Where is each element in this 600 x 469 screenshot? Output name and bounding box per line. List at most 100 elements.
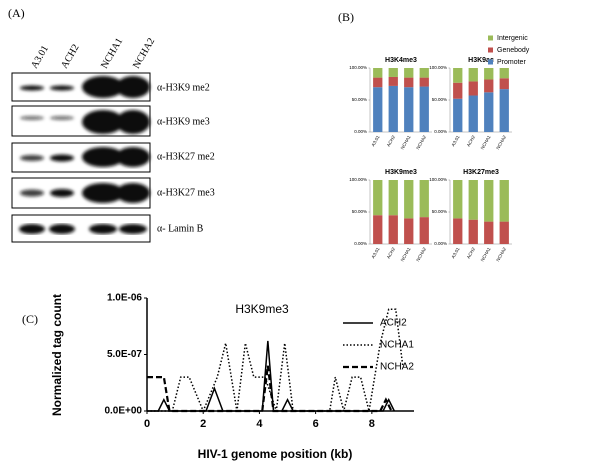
bar-segment [373,180,383,216]
bar-segment [499,68,509,79]
x-tick-label: ACH2 [466,246,477,259]
x-tick-label: NCHA2 [495,246,507,262]
bar-segment [404,180,414,219]
facet-title: H3K27me3 [463,169,499,176]
bar-segment [373,87,383,132]
antibody-label: α-H3K9 me2 [157,82,210,93]
bar-segment [419,77,429,87]
x-tick-label: NCHA1 [480,246,492,262]
chart-title: H3K9me3 [235,302,289,316]
x-tick-label: NCHA1 [400,134,412,150]
bar-segment [419,68,429,78]
bar-segment [484,180,494,222]
bar-segment [453,82,463,99]
lane-label: ACH2 [59,43,82,71]
bar-segment [388,68,398,77]
bar-segment [419,86,429,132]
legend-swatch [488,47,493,53]
x-tick-label: A3.01 [450,246,460,259]
x-tick-label: A3.01 [370,246,380,259]
x-tick-label: 4 [256,418,263,430]
bar-segment [404,87,414,132]
antibody-labels: α-H3K9 me2 α-H3K9 me3 α-H3K27 me2 α-H3K2… [157,82,215,234]
panel-label: (C) [22,312,38,326]
y-tick-label: 0.0E+00 [104,406,142,417]
x-tick-label: 2 [200,418,206,430]
lane-label: A3.01 [29,44,51,71]
bar-segment [453,98,463,132]
x-tick-label: 8 [369,418,375,430]
bar-segment [468,180,478,220]
bar-segment [373,68,383,78]
series-line [147,365,393,413]
y-tick-label: 100.00% [429,65,447,70]
y-tick-label: 0.00% [354,129,367,134]
bar-segment [388,215,398,244]
y-tick-label: 50.00% [432,97,447,102]
bar-segment [468,95,478,132]
legend-label: NCHA1 [380,340,414,351]
bar-segment [453,218,463,244]
y-tick-label: 0.00% [354,241,367,246]
bar-segment [484,221,494,244]
y-tick-label: 50.00% [352,97,367,102]
bar-segment [499,221,509,244]
y-tick-label: 50.00% [352,209,367,214]
y-tick-label: 0.00% [434,241,447,246]
bar-segment [419,217,429,244]
bar-segment [453,180,463,219]
legend-label: Intergenic [497,35,528,42]
legend-label: Genebody [497,47,530,54]
x-tick-label: NCHA2 [495,134,507,150]
x-tick-label: 0 [144,418,150,430]
y-tick-label: 100.00% [429,177,447,182]
series-line [147,308,404,413]
panel-label: (A) [8,6,25,20]
series-line [147,340,395,412]
x-tick-label: ACH2 [386,134,397,147]
lane-label: NCHA1 [99,36,125,70]
y-tick-label: 0.00% [434,129,447,134]
bar-segment [373,77,383,88]
bar-segment [499,89,509,132]
x-tick-label: NCHA2 [415,134,427,150]
bar-segment [499,78,509,90]
y-tick-label: 1.0E-06 [107,293,142,304]
legend-label: Promoter [497,59,526,66]
bar-segment [499,180,509,222]
x-tick-label: ACH2 [466,134,477,147]
bar-segment [419,180,429,218]
legend-swatch [488,59,493,65]
antibody-label: α- Lamin B [157,223,204,234]
bar-segment [484,68,494,80]
lane-label: NCHA2 [131,36,157,70]
facet-title: H3K9ac [468,57,494,64]
bar-segment [468,219,478,244]
legend-label: NCHA2 [380,362,414,373]
blot [11,72,151,243]
bar-segment [388,76,398,86]
y-tick-label: 100.00% [349,65,367,70]
lane-labels: A3.01 ACH2 NCHA1 NCHA2 [29,36,157,70]
legend-swatch [488,35,493,41]
x-tick-label: A3.01 [450,134,460,147]
bar-segment [484,92,494,132]
antibody-label: α-H3K27 me3 [157,187,215,198]
bar-segment [484,79,494,93]
antibody-label: α-H3K9 me3 [157,116,210,127]
y-tick-label: 100.00% [349,177,367,182]
x-tick-label: NCHA1 [400,246,412,262]
bar-segment [373,215,383,244]
x-axis-label: HIV-1 genome position (kb) [198,447,353,461]
bar-segment [404,68,414,78]
bar-segment [388,85,398,132]
x-tick-label: ACH2 [386,246,397,259]
bar-segment [388,180,398,216]
x-tick-label: A3.01 [370,134,380,147]
facet-title: H3K4me3 [385,57,417,64]
x-tick-label: NCHA2 [415,246,427,262]
y-tick-label: 50.00% [432,209,447,214]
x-tick-label: 6 [313,418,319,430]
x-tick-label: NCHA1 [480,134,492,150]
panel-label: (B) [338,10,354,24]
